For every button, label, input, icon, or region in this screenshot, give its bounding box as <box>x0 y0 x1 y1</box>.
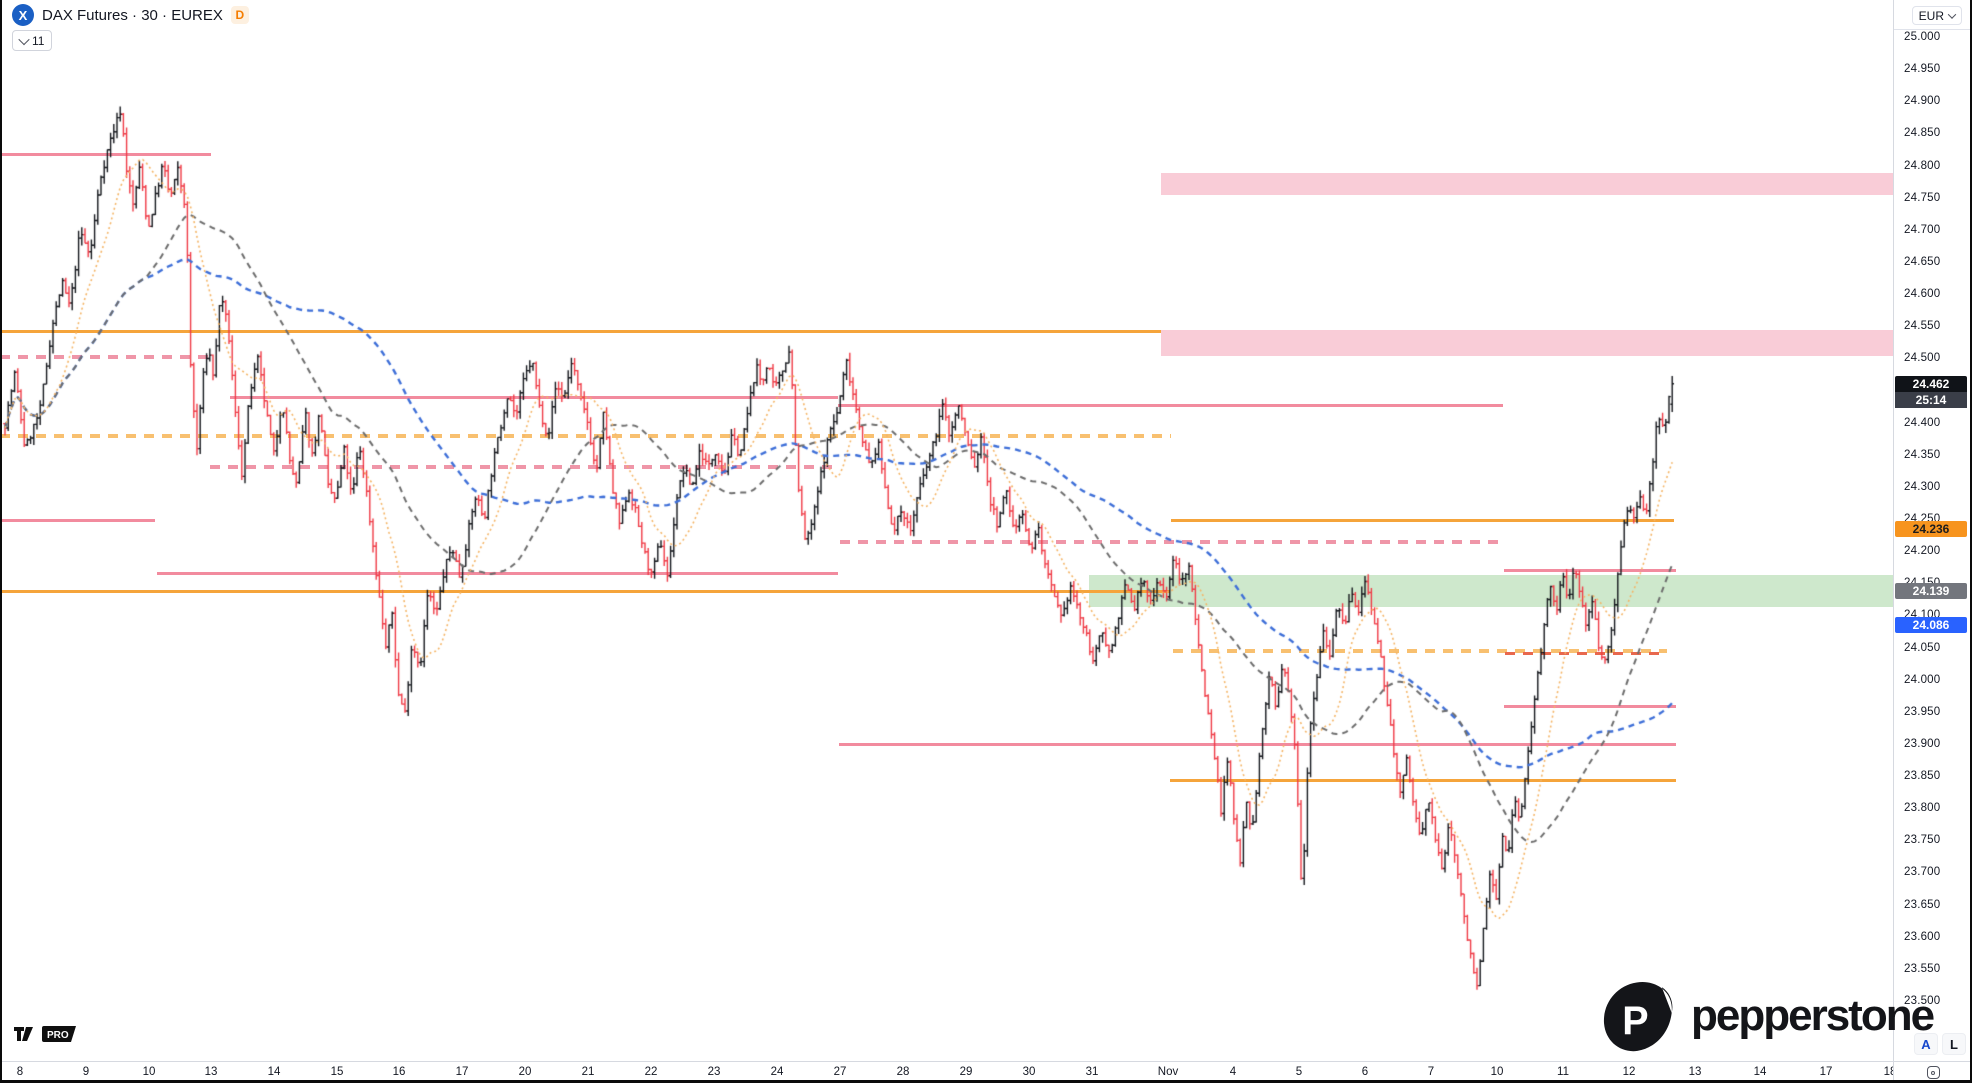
time-tick-label: 13 <box>1688 1066 1702 1078</box>
tradingview-watermark[interactable]: PRO <box>13 1026 80 1042</box>
broker-watermark: P pepperstone <box>1601 980 1935 1058</box>
time-tick-label: 30 <box>1022 1066 1036 1078</box>
pepperstone-wordmark: pepperstone <box>1691 991 1935 1040</box>
chevron-down-icon <box>1947 9 1957 19</box>
time-tick-label: 8 <box>16 1066 24 1078</box>
last-price-label: 24.462 25:14 <box>1895 375 1967 408</box>
price-tick-label: 23.950 <box>1904 705 1941 718</box>
time-tick-label: 14 <box>1753 1066 1767 1078</box>
time-tick-label: 13 <box>204 1066 218 1078</box>
symbol-logo-icon[interactable]: X <box>12 4 34 26</box>
price-tick-label: 23.900 <box>1904 737 1941 750</box>
pro-badge: PRO <box>42 1026 76 1042</box>
time-tick-label: 9 <box>82 1066 90 1078</box>
daily-interval-badge[interactable]: D <box>230 6 249 24</box>
price-axis[interactable]: EUR 25.000 24.950 24.900 24.850 24.800 24.750… <box>1893 0 1972 1061</box>
time-tick-label: 17 <box>455 1066 469 1078</box>
price-tick-label: 24.000 <box>1904 673 1941 686</box>
bar-countdown: 25:14 <box>1895 391 1967 408</box>
currency-selector[interactable]: EUR <box>1911 6 1962 25</box>
price-tick-label: 24.950 <box>1904 63 1941 76</box>
time-tick-label: 20 <box>518 1066 532 1078</box>
price-tick-label: 23.750 <box>1904 834 1941 847</box>
price-tick-label: 24.600 <box>1904 288 1941 301</box>
log-scale-button[interactable]: L <box>1942 1033 1966 1055</box>
time-tick-label: 21 <box>581 1066 595 1078</box>
ma-slow-label: 24.086 <box>1895 617 1967 634</box>
time-tick-label: 27 <box>833 1066 847 1078</box>
collapse-count: 11 <box>32 33 45 48</box>
time-tick-label: 17 <box>1819 1066 1833 1078</box>
price-tick-label: 24.700 <box>1904 223 1941 236</box>
time-tick-label: 7 <box>1427 1066 1435 1078</box>
price-tick-label: 23.600 <box>1904 930 1941 943</box>
price-tick-label: 24.650 <box>1904 255 1941 268</box>
price-tick-label: 24.350 <box>1904 448 1941 461</box>
time-tick-label: 29 <box>959 1066 973 1078</box>
time-tick-label: 23 <box>707 1066 721 1078</box>
time-axis[interactable]: 8 9 10 13 14 15 16 17 20 21 22 23 24 27 28 29 30 31 Nov 4 5 6… <box>0 1061 1896 1083</box>
time-tick-label: 6 <box>1361 1066 1369 1078</box>
price-tick-label: 24.400 <box>1904 416 1941 429</box>
price-tick-label: 23.850 <box>1904 770 1941 783</box>
time-tick-label: 16 <box>392 1066 406 1078</box>
price-tick-label: 24.300 <box>1904 480 1941 493</box>
timezone-clock-icon[interactable] <box>1926 1066 1940 1079</box>
time-tick-label: 12 <box>1622 1066 1636 1078</box>
ma-mid-label: 24.139 <box>1895 583 1967 600</box>
price-tick-label: 24.550 <box>1904 320 1941 333</box>
time-tick-label: 24 <box>770 1066 784 1078</box>
currency-label: EUR <box>1918 8 1944 23</box>
price-tick-label: 24.800 <box>1904 159 1941 172</box>
time-axis-corner[interactable] <box>1893 1061 1972 1083</box>
time-tick-label: 28 <box>896 1066 910 1078</box>
pepperstone-logo-icon: P <box>1603 982 1673 1052</box>
price-tick-label: 23.650 <box>1904 898 1941 911</box>
price-axis-header: EUR <box>1894 0 1972 30</box>
price-tick-label: 25.000 <box>1904 31 1941 43</box>
price-tick-label: 23.800 <box>1904 802 1941 815</box>
time-tick-label: 11 <box>1557 1066 1569 1078</box>
time-tick-label: 15 <box>330 1066 344 1078</box>
time-tick-label: Nov <box>1157 1066 1179 1078</box>
symbol-header: X DAX Futures · 30 · EUREX D <box>12 4 249 26</box>
time-tick-label: 14 <box>267 1066 281 1078</box>
price-tick-label: 24.500 <box>1904 352 1941 365</box>
svg-text:P: P <box>1622 999 1648 1043</box>
price-tick-label: 24.200 <box>1904 545 1941 558</box>
time-tick-label: 5 <box>1295 1066 1303 1078</box>
price-tick-label: 24.900 <box>1904 95 1941 108</box>
auto-scale-button[interactable]: A <box>1914 1033 1938 1055</box>
tradingview-logo-icon <box>14 1027 33 1041</box>
price-tick-label: 23.500 <box>1904 995 1941 1007</box>
time-tick-label: 4 <box>1229 1066 1237 1078</box>
time-tick-label: 10 <box>1490 1066 1504 1078</box>
price-tick-label: 24.850 <box>1904 127 1941 140</box>
time-tick-label: 22 <box>644 1066 658 1078</box>
price-tick-label: 23.550 <box>1904 962 1941 975</box>
time-tick-label: 31 <box>1085 1066 1099 1078</box>
chevron-down-icon <box>18 33 30 45</box>
time-tick-label: 10 <box>142 1066 156 1078</box>
price-tick-label: 23.700 <box>1904 866 1941 879</box>
candlestick-canvas[interactable] <box>0 0 1893 1061</box>
object-tree-collapse-button[interactable]: 11 <box>12 30 53 51</box>
price-tick-label: 24.050 <box>1904 641 1941 654</box>
symbol-title[interactable]: DAX Futures · 30 · EUREX <box>42 6 223 24</box>
price-tick-label: 24.750 <box>1904 191 1941 204</box>
svg-text:PRO: PRO <box>47 1030 69 1041</box>
ma-fast-label: 24.236 <box>1895 520 1967 537</box>
chart-plot-area[interactable] <box>0 0 1893 1061</box>
